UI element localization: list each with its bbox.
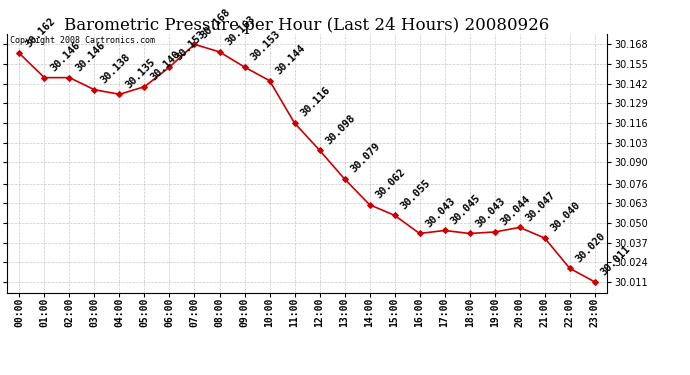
Text: 30.047: 30.047 — [524, 190, 558, 223]
Text: 30.043: 30.043 — [474, 196, 507, 230]
Title: Barometric Pressure per Hour (Last 24 Hours) 20080926: Barometric Pressure per Hour (Last 24 Ho… — [64, 16, 550, 34]
Text: 30.055: 30.055 — [399, 178, 433, 211]
Text: 30.153: 30.153 — [248, 29, 282, 63]
Text: 30.138: 30.138 — [99, 52, 132, 86]
Text: 30.146: 30.146 — [48, 40, 82, 74]
Text: 30.020: 30.020 — [574, 231, 607, 264]
Text: 30.153: 30.153 — [174, 29, 207, 63]
Text: 30.168: 30.168 — [199, 7, 233, 40]
Text: 30.044: 30.044 — [499, 194, 533, 228]
Text: 30.043: 30.043 — [424, 196, 457, 230]
Text: 30.140: 30.140 — [148, 49, 182, 82]
Text: 30.098: 30.098 — [324, 112, 357, 146]
Text: 30.116: 30.116 — [299, 85, 333, 119]
Text: 30.135: 30.135 — [124, 57, 157, 90]
Text: 30.011: 30.011 — [599, 244, 633, 278]
Text: 30.062: 30.062 — [374, 167, 407, 201]
Text: 30.045: 30.045 — [448, 193, 482, 226]
Text: 30.079: 30.079 — [348, 141, 382, 175]
Text: 30.146: 30.146 — [74, 40, 107, 74]
Text: 30.144: 30.144 — [274, 43, 307, 76]
Text: 30.163: 30.163 — [224, 14, 257, 48]
Text: 30.040: 30.040 — [549, 200, 582, 234]
Text: Copyright 2008 Cartronics.com: Copyright 2008 Cartronics.com — [10, 36, 155, 45]
Text: 30.162: 30.162 — [23, 16, 57, 49]
